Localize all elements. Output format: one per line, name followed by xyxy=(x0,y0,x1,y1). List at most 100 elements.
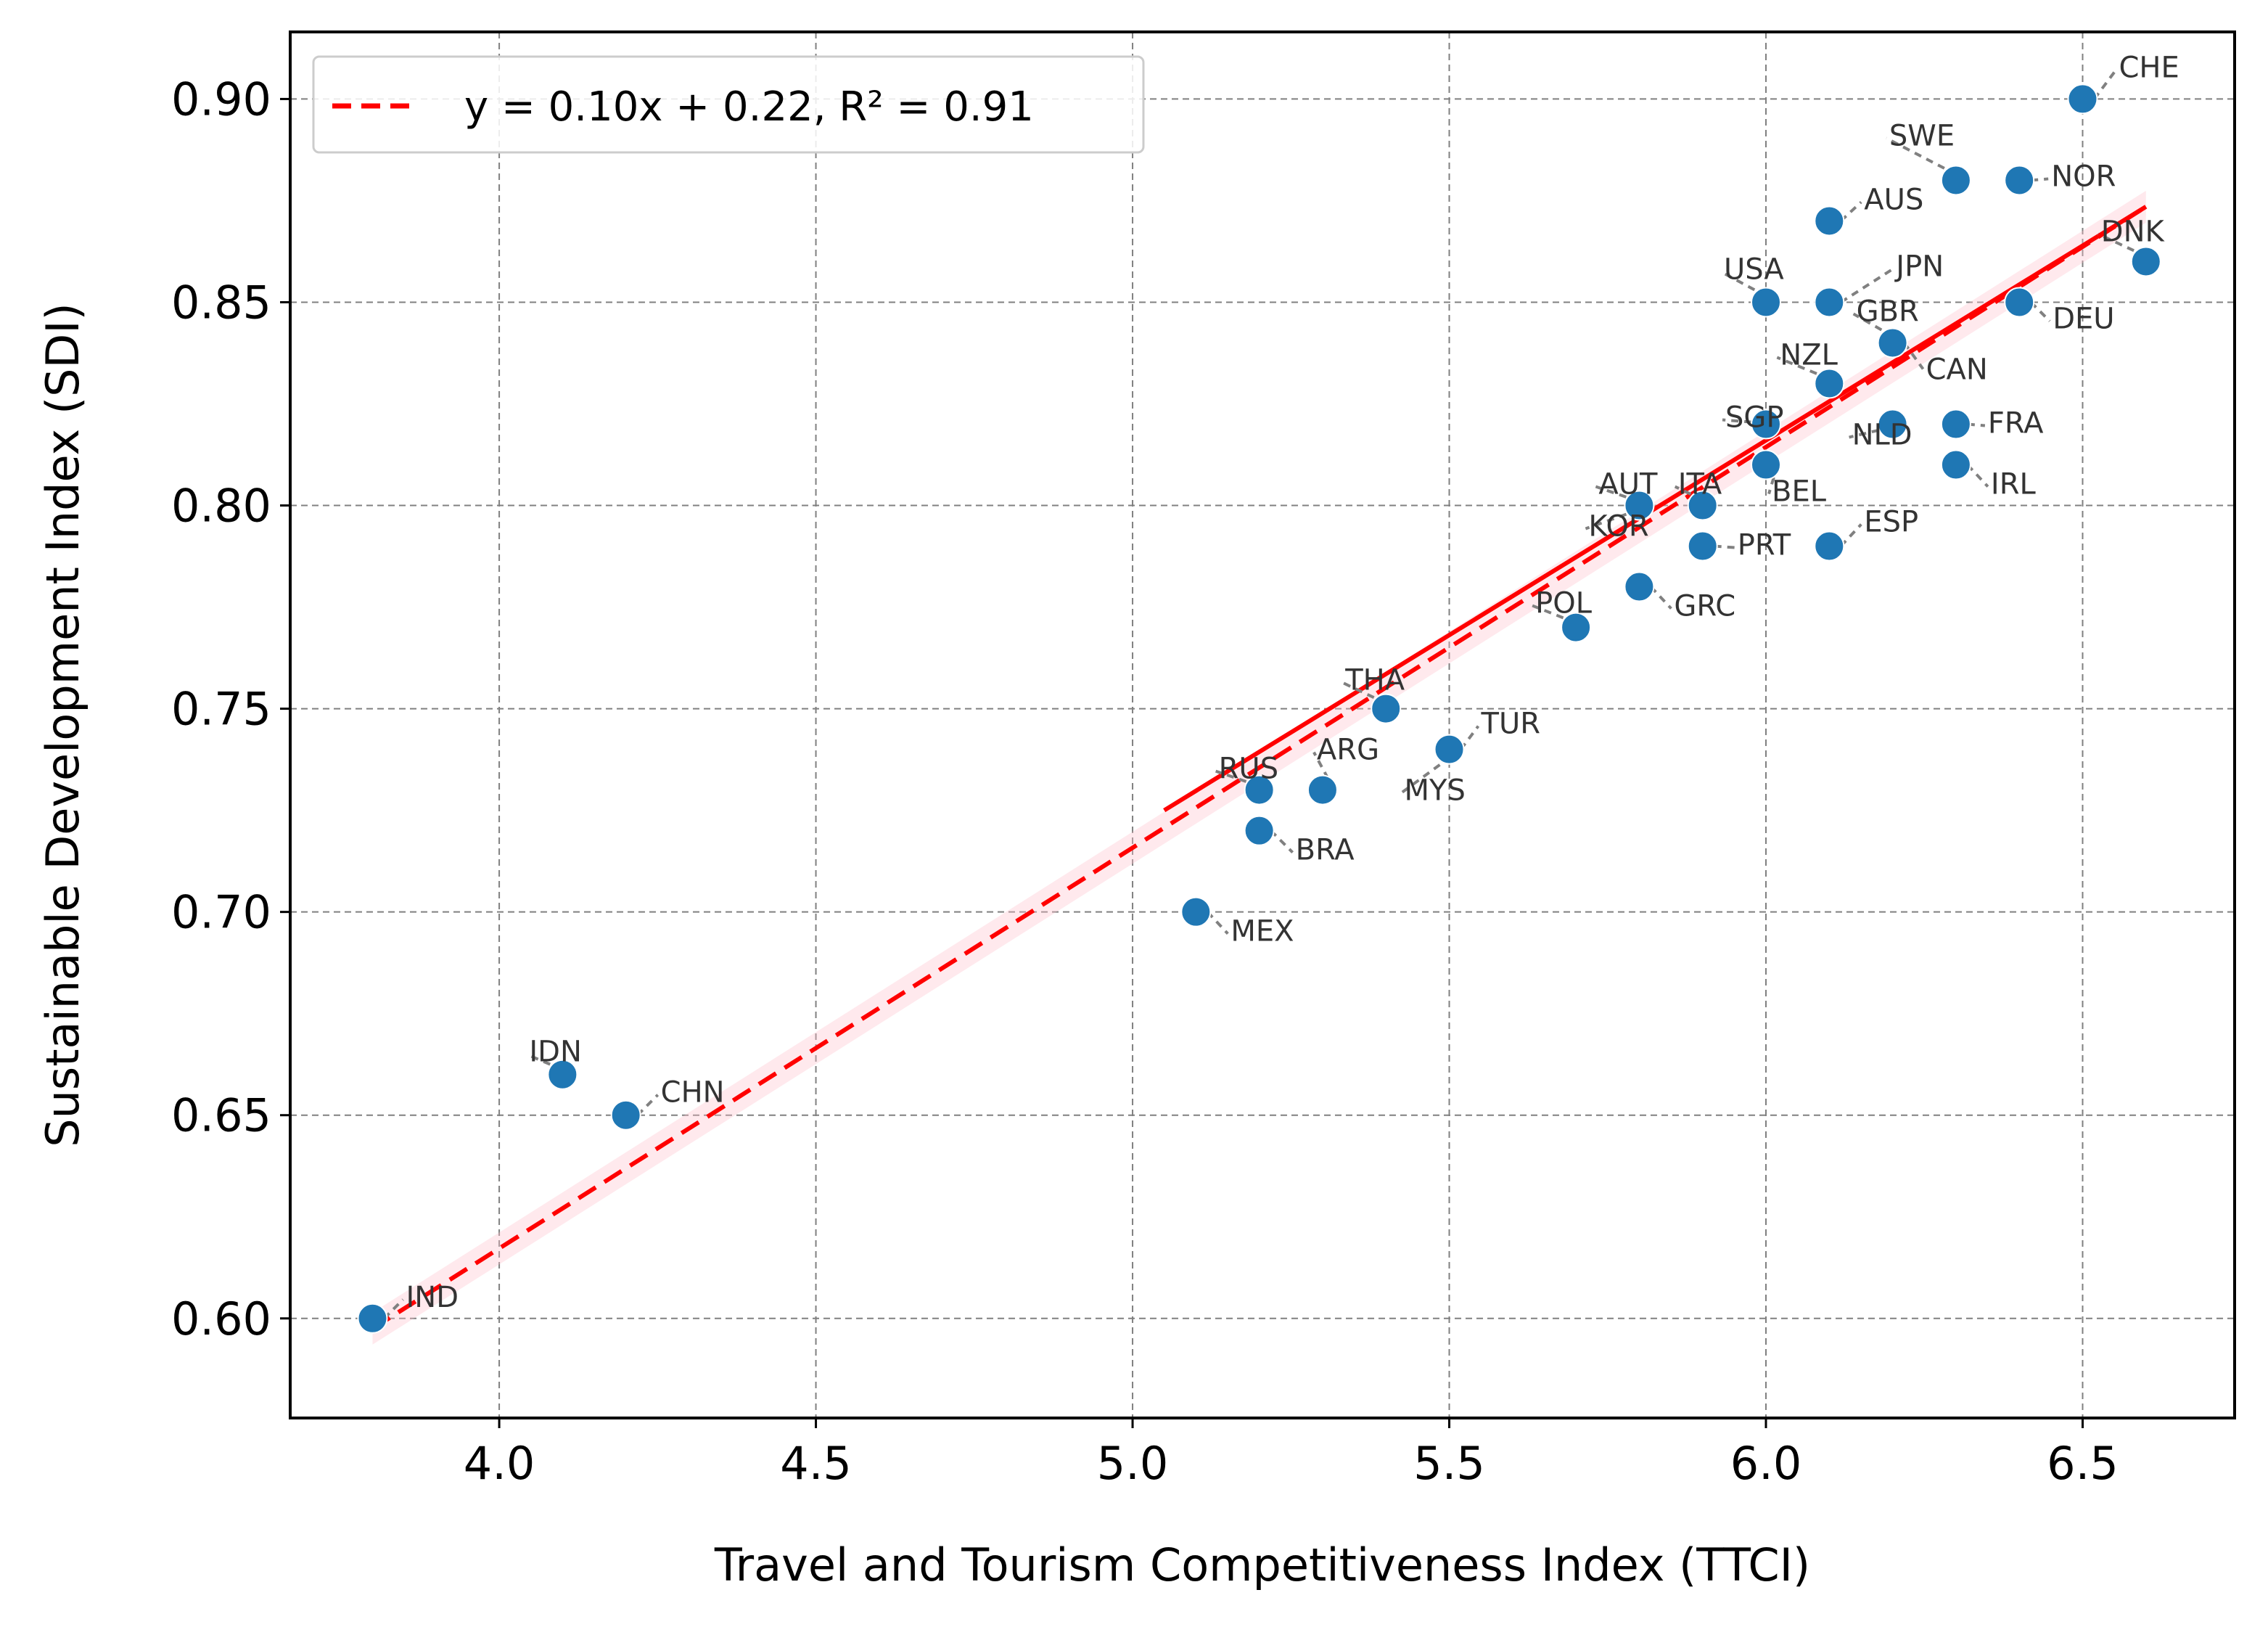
point-label: MYS xyxy=(1405,774,1466,808)
point-label: AUS xyxy=(1864,183,1923,216)
point-label: DNK xyxy=(2101,215,2166,248)
point-label: KOR xyxy=(1588,510,1648,544)
data-point xyxy=(2067,83,2098,115)
label-connector xyxy=(2092,69,2118,100)
y-tick-label: 0.60 xyxy=(171,1292,271,1345)
data-point xyxy=(1624,571,1655,602)
label-connector xyxy=(1342,681,1399,710)
point-label: ARG xyxy=(1317,734,1379,767)
data-point xyxy=(2004,165,2035,196)
point-label: NZL xyxy=(1780,339,1838,372)
y-tick-label: 0.75 xyxy=(171,683,271,736)
point-label: TUR xyxy=(1481,708,1541,741)
data-point xyxy=(1877,327,1908,358)
point-label: THA xyxy=(1344,664,1405,697)
point-label: GRC xyxy=(1674,590,1735,623)
grid-layer xyxy=(290,32,2235,1418)
point-label: USA xyxy=(1724,253,1784,286)
label-connector xyxy=(1649,586,1672,610)
data-point xyxy=(1687,530,1718,562)
legend: y = 0.10x + 0.22, R² = 0.91 xyxy=(312,55,1145,154)
label-connector xyxy=(1585,504,1652,530)
data-point xyxy=(2130,246,2161,277)
point-label: IRL xyxy=(1991,468,2037,501)
label-connector xyxy=(1532,604,1588,629)
data-point xyxy=(547,1059,578,1090)
point-label: NOR xyxy=(2051,160,2116,193)
point-label: POL xyxy=(1535,587,1593,620)
label-connector-layer xyxy=(383,69,2158,1320)
data-point xyxy=(1814,530,1845,562)
data-point xyxy=(610,1099,641,1131)
y-ticks: 0.60 0.65 0.70 0.75 0.80 0.85 0.90 xyxy=(171,73,290,1345)
data-point xyxy=(1814,368,1845,399)
label-connector xyxy=(1270,829,1294,854)
data-point xyxy=(1180,896,1212,927)
data-point xyxy=(1307,774,1338,806)
data-point xyxy=(1561,612,1592,643)
data-point xyxy=(1624,490,1655,521)
point-label: IDN xyxy=(529,1036,582,1069)
plot-frame xyxy=(289,30,2236,1419)
fit-line-layer xyxy=(371,205,2148,1331)
fit-line-solid xyxy=(1163,205,2148,813)
point-label: GBR xyxy=(1857,295,1919,328)
label-connector xyxy=(1215,769,1272,792)
label-connector xyxy=(1966,464,1989,488)
point-labels-layer: CHE SWE NOR AUS DNK USA JPN DEU GBR NZL SGP NLD FRA B… xyxy=(406,51,2179,1314)
data-point xyxy=(1940,449,1971,480)
data-point xyxy=(1687,490,1718,521)
label-connector xyxy=(1722,418,1778,426)
data-point xyxy=(1940,409,1971,440)
point-label: SGP xyxy=(1725,401,1784,435)
point-label: DEU xyxy=(2053,302,2114,335)
x-tick-label: 4.5 xyxy=(780,1437,852,1490)
data-point xyxy=(1244,815,1275,846)
legend-box xyxy=(312,55,1145,154)
label-connector xyxy=(2097,232,2158,263)
label-connector xyxy=(1852,312,1905,345)
point-label: NLD xyxy=(1852,419,1912,452)
label-connector xyxy=(1839,200,1862,222)
data-point xyxy=(357,1303,388,1334)
label-connector xyxy=(1839,523,1862,547)
label-connector xyxy=(1206,911,1229,935)
label-connector xyxy=(1840,267,1894,304)
point-label: ESP xyxy=(1864,506,1918,539)
point-label: CHE xyxy=(2119,51,2179,84)
point-label: SWE xyxy=(1889,119,1955,152)
x-tick-label: 6.0 xyxy=(1730,1437,1802,1490)
point-label: BEL xyxy=(1772,475,1827,509)
data-point xyxy=(1751,287,1782,318)
y-tick-label: 0.85 xyxy=(171,276,271,329)
label-connector xyxy=(1902,342,1925,370)
point-label: FRA xyxy=(1988,407,2044,440)
fit-line-dashed xyxy=(371,205,2148,1331)
point-label: IND xyxy=(406,1281,459,1314)
legend-label: y = 0.10x + 0.22, R² = 0.91 xyxy=(464,83,1034,131)
points-layer xyxy=(357,83,2161,1334)
y-tick-label: 0.65 xyxy=(171,1089,271,1142)
x-tick-label: 5.0 xyxy=(1097,1437,1169,1490)
y-tick-label: 0.80 xyxy=(171,480,271,533)
data-point xyxy=(1244,774,1275,806)
point-label: CHN xyxy=(661,1076,725,1110)
data-point xyxy=(1877,409,1908,440)
label-connector xyxy=(1849,422,1905,439)
point-label: BRA xyxy=(1296,834,1355,867)
data-point xyxy=(1751,449,1782,480)
data-point xyxy=(1751,409,1782,440)
label-connector xyxy=(636,1094,660,1117)
label-connector xyxy=(1595,485,1652,507)
y-tick-label: 0.70 xyxy=(171,886,271,939)
data-point xyxy=(1940,165,1971,196)
data-point xyxy=(1434,734,1465,765)
point-label: ITA xyxy=(1678,468,1722,501)
label-connector xyxy=(1720,270,1778,304)
data-point xyxy=(1814,205,1845,237)
point-label: JPN xyxy=(1894,250,1944,283)
point-label: AUT xyxy=(1598,468,1658,501)
data-point xyxy=(2004,287,2035,318)
data-point xyxy=(1814,287,1845,318)
